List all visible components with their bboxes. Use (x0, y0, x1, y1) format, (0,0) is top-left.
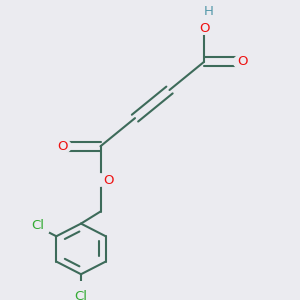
Text: Cl: Cl (31, 219, 44, 232)
Text: O: O (199, 22, 209, 34)
Circle shape (197, 22, 211, 34)
Circle shape (233, 56, 247, 68)
Text: O: O (57, 140, 67, 153)
Text: H: H (204, 5, 213, 18)
Text: O: O (237, 56, 248, 68)
Circle shape (94, 174, 107, 186)
Circle shape (58, 140, 71, 152)
Circle shape (72, 283, 90, 299)
Text: O: O (103, 173, 113, 187)
Circle shape (32, 220, 50, 237)
Text: Cl: Cl (74, 290, 88, 300)
